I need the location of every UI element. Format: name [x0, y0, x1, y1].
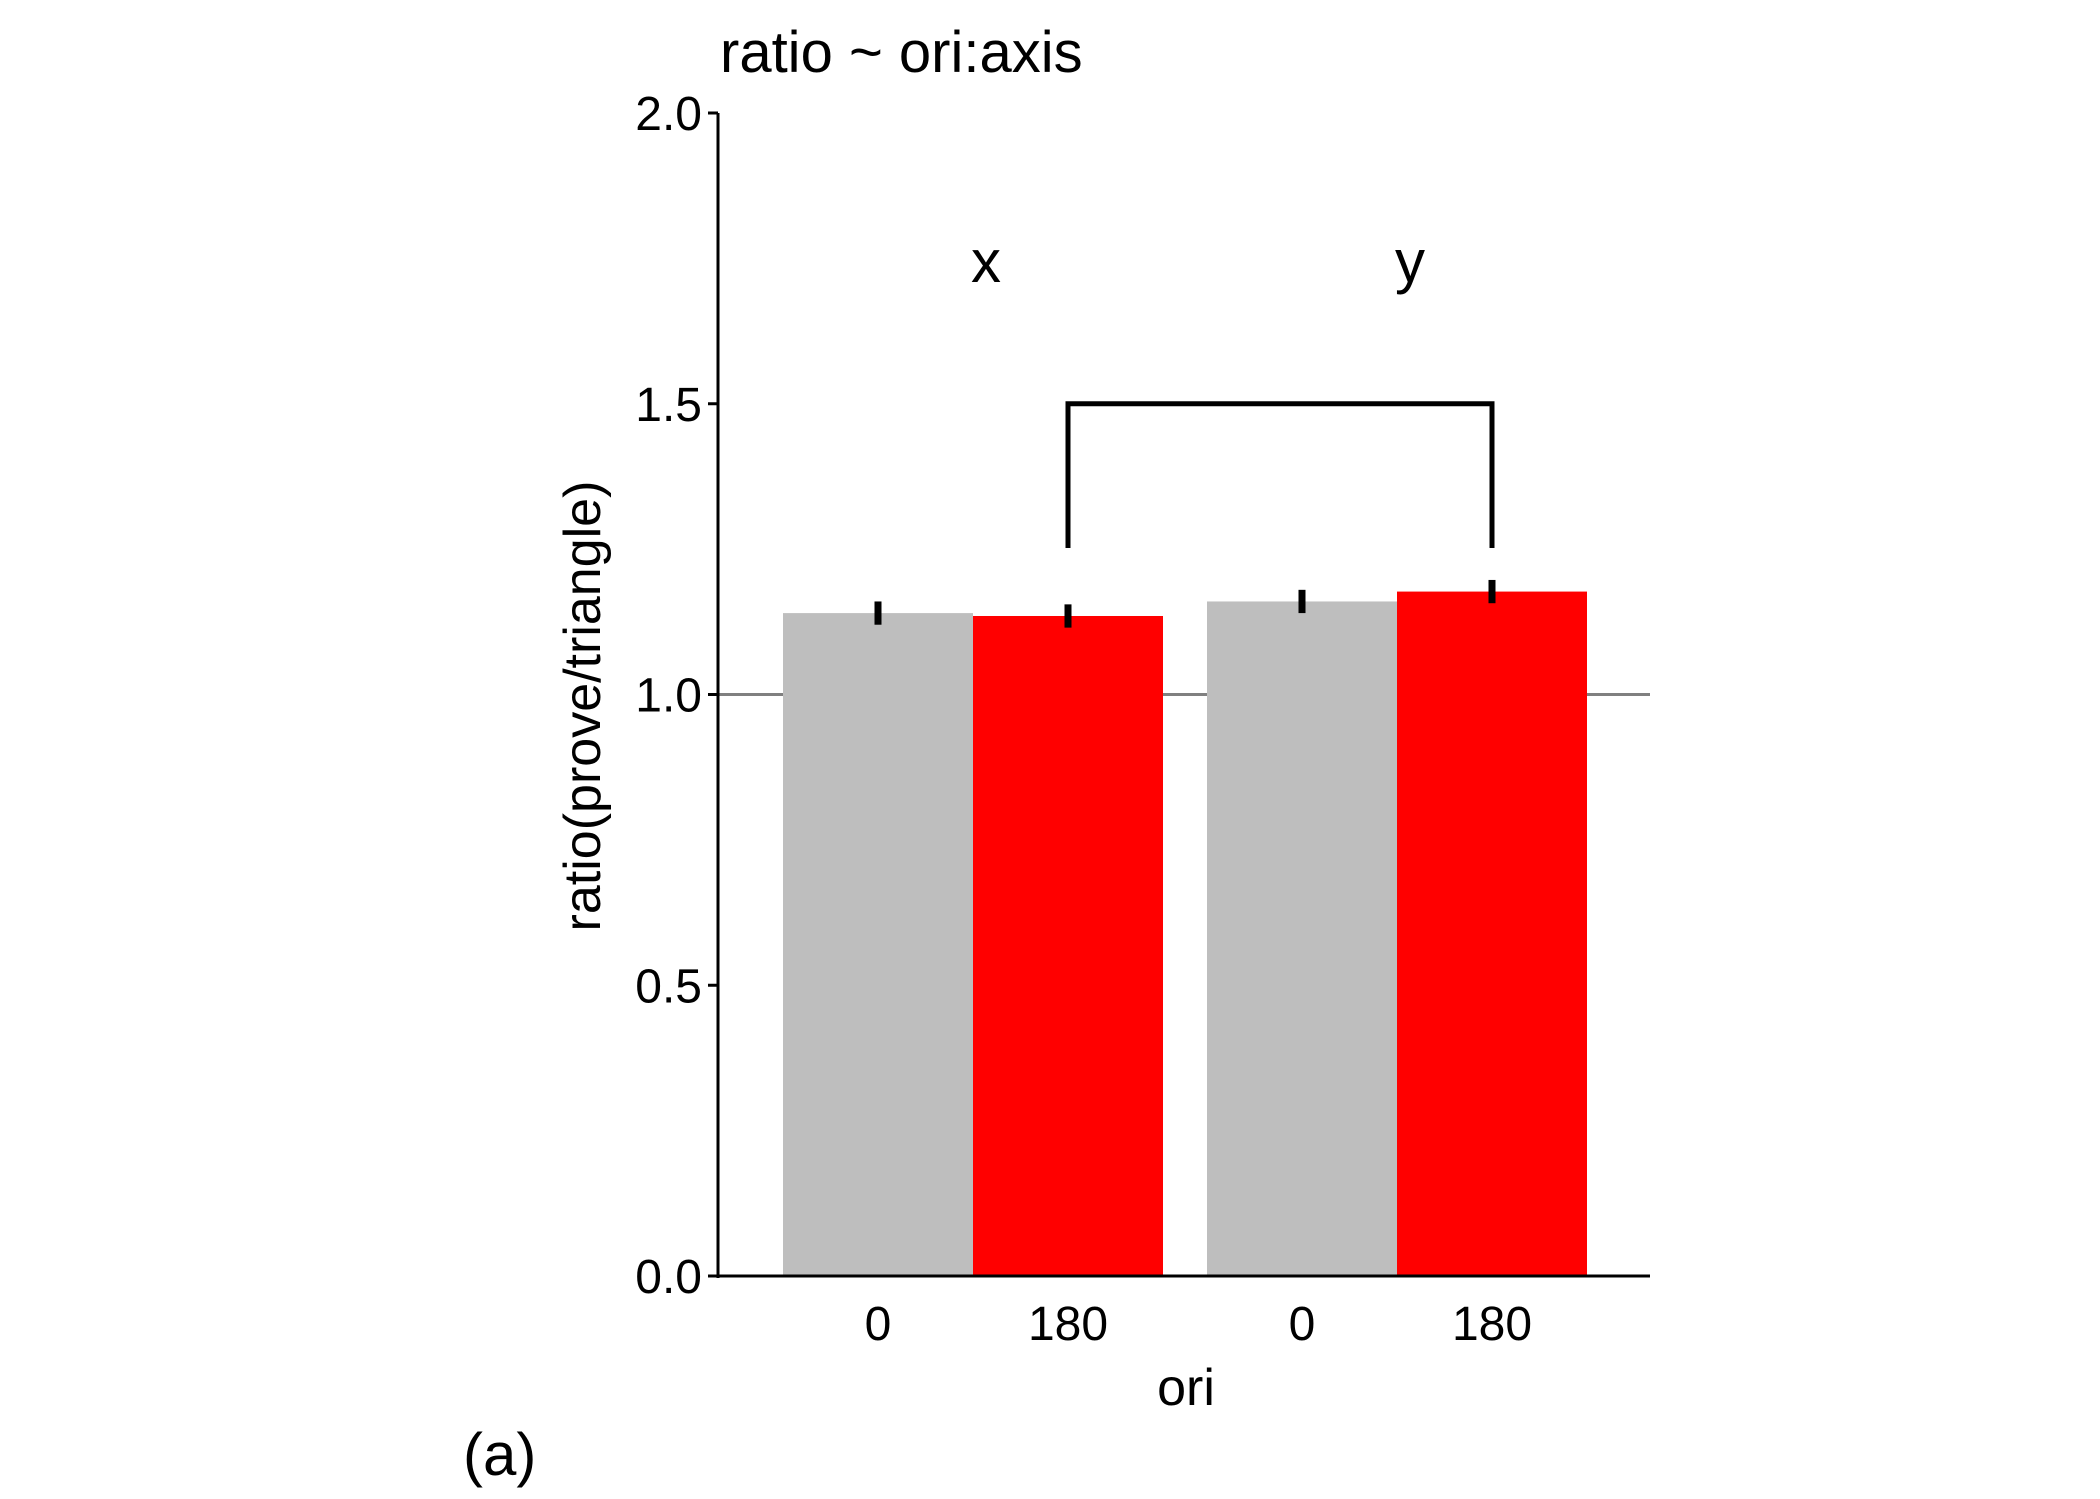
bar-x-0 [783, 613, 973, 1276]
x-tick-label: 0 [865, 1298, 892, 1351]
y-tick-label: 1.0 [635, 670, 702, 723]
x-axis-title: ori [1157, 1359, 1215, 1417]
y-tick-label: 2.0 [635, 88, 702, 141]
facet-label-x: x [971, 228, 1001, 295]
bar-y-0 [1207, 601, 1397, 1276]
facet-label-y: y [1395, 228, 1425, 295]
y-tick-label: 0.5 [635, 960, 702, 1013]
x-tick-label: 180 [1028, 1298, 1108, 1351]
significance-bracket [1065, 401, 1495, 548]
x-tick-label: 0 [1289, 1298, 1316, 1351]
y-axis-title: ratio(prove/triangle) [554, 481, 612, 932]
y-tick-label: 0.0 [635, 1251, 702, 1304]
panel-label: (a) [463, 1421, 536, 1488]
chart-title: ratio ~ ori:axis [720, 20, 1083, 85]
y-tick-label: 1.5 [635, 379, 702, 432]
x-tick-label: 180 [1452, 1298, 1532, 1351]
bar-x-180 [973, 615, 1163, 1276]
bar-y-180 [1397, 591, 1587, 1276]
